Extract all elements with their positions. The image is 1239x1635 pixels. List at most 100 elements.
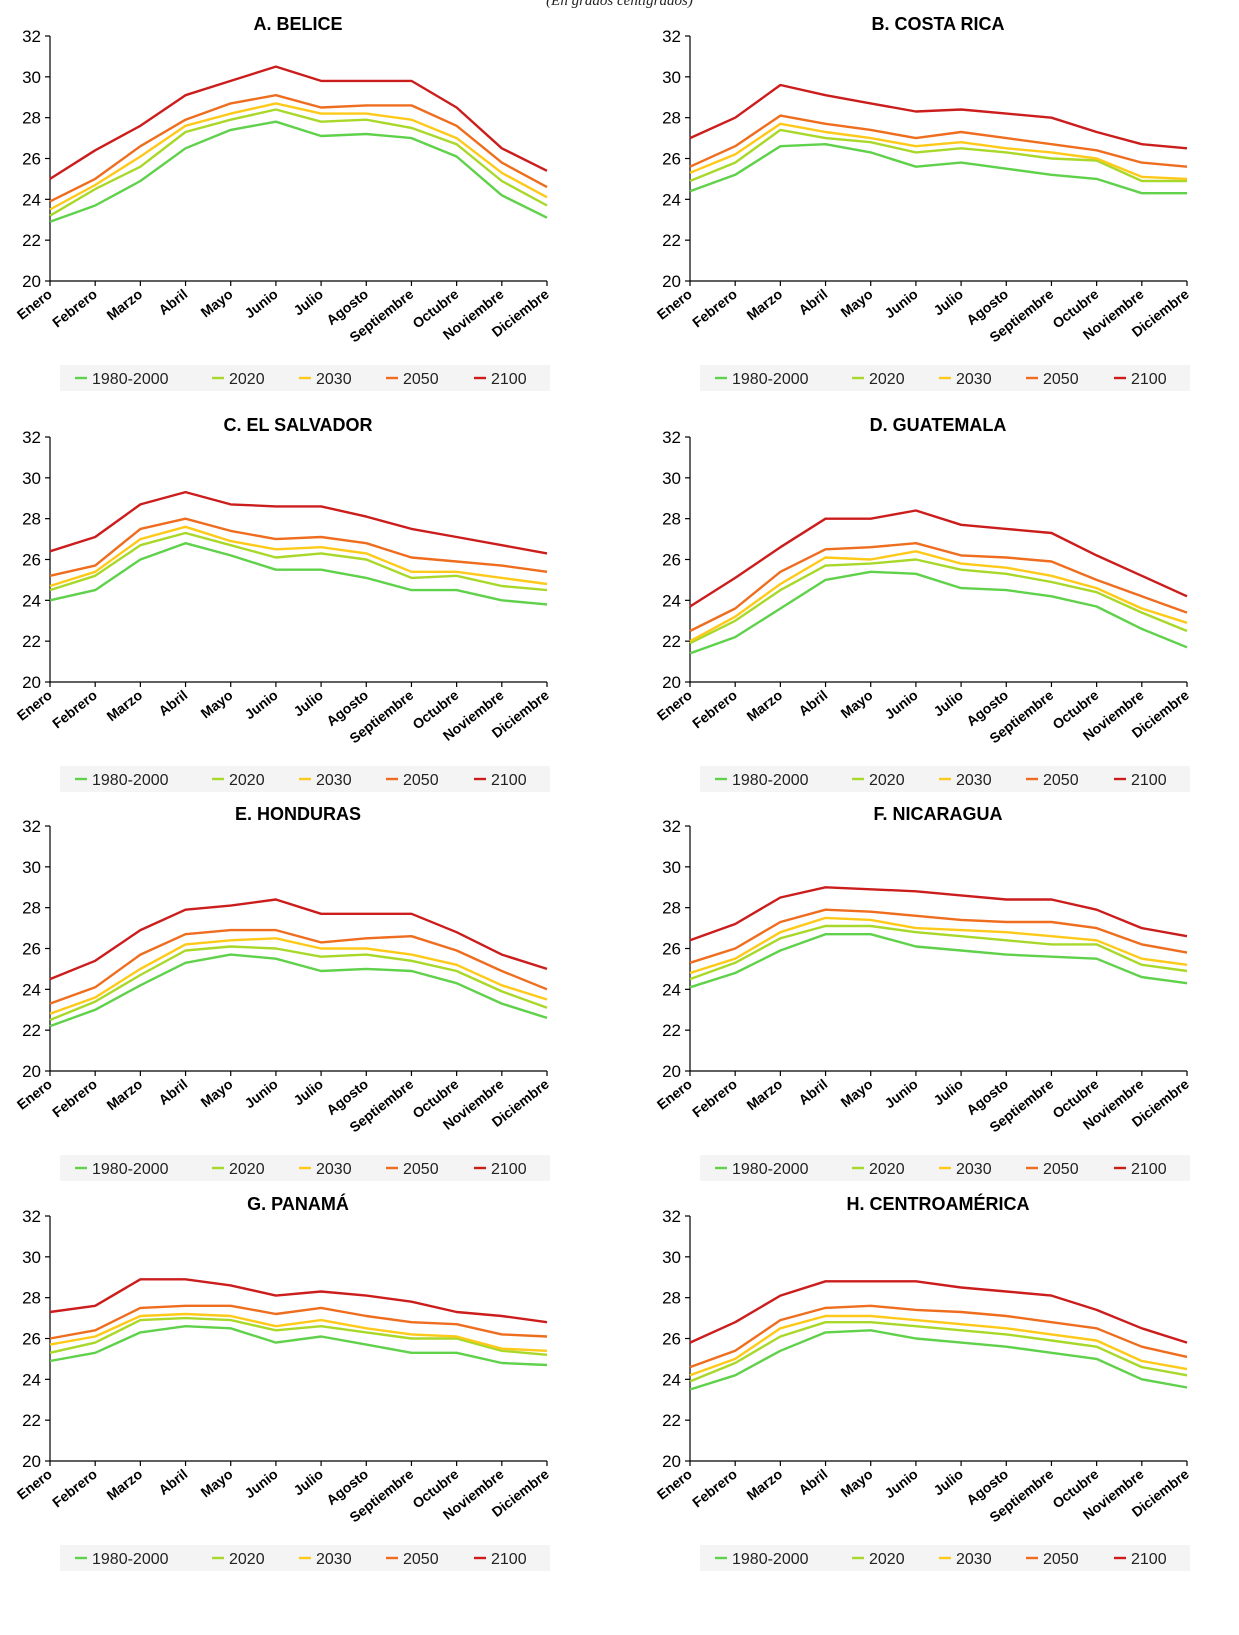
y-tick-label: 32 [22, 817, 41, 836]
series-line-2100 [689, 886, 1188, 942]
series-line-1980-2000 [689, 570, 1188, 655]
y-tick-label: 20 [662, 272, 681, 291]
series-line-1980-2000 [689, 142, 1187, 195]
y-tick-label: 26 [662, 1330, 681, 1349]
y-tick-label: 30 [22, 68, 41, 87]
x-tick-label: Junio [241, 1076, 280, 1112]
page-subtitle: (En grados centígrados) [546, 0, 693, 9]
legend-label: 1980-2000 [92, 772, 169, 789]
y-tick-label: 20 [22, 673, 41, 692]
chart-title: H. CENTROAMÉRICA [847, 1193, 1030, 1214]
series-line-2020 [689, 1320, 1188, 1383]
series-line-2030 [689, 1314, 1188, 1377]
chart-panel-h-centroamerica: H. CENTROAMÉRICA 20 22 24 26 28 30 32 Enero Febre… [640, 1180, 1200, 1580]
x-tick-label: Febrero [689, 286, 740, 331]
legend-label: 2020 [229, 1161, 265, 1178]
chart-title: C. EL SALVADOR [223, 415, 372, 435]
series-line-2030 [689, 550, 1188, 643]
y-tick-label: 20 [662, 673, 681, 692]
y-tick-label: 30 [22, 469, 41, 488]
y-tick-label: 22 [22, 231, 41, 250]
y-tick-label: 24 [662, 980, 681, 999]
x-tick-label: Julio [930, 687, 966, 720]
chart-panel-g-panama: G. PANAMÁ 20 22 24 26 28 30 32 Enero Febrero Marzo… [0, 1180, 560, 1580]
legend-label: 2020 [869, 772, 905, 789]
legend-label: 2050 [1043, 1161, 1079, 1178]
legend-label: 2020 [869, 371, 905, 388]
legend-label: 2020 [229, 1551, 265, 1568]
y-tick-label: 22 [22, 1021, 41, 1040]
chart-title: D. GUATEMALA [870, 415, 1007, 435]
y-tick-label: 24 [662, 190, 681, 209]
series-line-2020 [689, 128, 1187, 183]
chart-panel-a-belice: A. BELICE 20 22 24 26 28 30 32 Enero Febrero Marzo… [0, 0, 560, 400]
series-line-2030 [49, 525, 548, 588]
series-line-2100 [689, 509, 1188, 608]
y-tick-label: 24 [22, 190, 41, 209]
legend-label: 2030 [956, 1551, 992, 1568]
x-tick-label: Marzo [103, 286, 145, 324]
y-tick-label: 26 [662, 551, 681, 570]
chart-panel-d-guatemala: D. GUATEMALA 20 22 24 26 28 30 32 Enero Febrero Ma… [640, 401, 1200, 801]
y-tick-label: 32 [22, 1207, 41, 1226]
x-tick-label: Mayo [838, 1076, 876, 1111]
series-line-2050 [49, 928, 548, 1005]
x-tick-label: Junio [881, 1466, 920, 1502]
legend-label: 1980-2000 [92, 1161, 169, 1178]
x-tick-label: Julio [930, 1466, 966, 1499]
x-tick-label: Julio [290, 687, 326, 720]
x-tick-label: Marzo [103, 687, 145, 725]
legend-label: 2030 [316, 772, 352, 789]
x-tick-label: Mayo [198, 687, 236, 722]
x-tick-label: Mayo [838, 1466, 876, 1501]
x-tick-label: Julio [290, 1076, 326, 1109]
series-line-1980-2000 [49, 1324, 548, 1367]
y-tick-label: 28 [22, 1289, 41, 1308]
chart-panel-f-nicaragua: F. NICARAGUA 20 22 24 26 28 30 32 Enero Febrero Ma… [640, 790, 1200, 1190]
y-tick-label: 32 [662, 27, 681, 46]
y-tick-label: 30 [662, 469, 681, 488]
legend-label: 2050 [403, 772, 439, 789]
y-tick-label: 26 [22, 1330, 41, 1349]
y-tick-label: 32 [22, 27, 41, 46]
series-line-2100 [49, 65, 548, 180]
series-line-2100 [49, 1278, 548, 1324]
x-tick-label: Junio [241, 1466, 280, 1502]
y-tick-label: 26 [22, 150, 41, 169]
x-tick-label: Abril [795, 1076, 830, 1108]
legend-label: 2030 [316, 1161, 352, 1178]
x-tick-label: Marzo [743, 1076, 785, 1114]
y-tick-label: 26 [662, 940, 681, 959]
y-tick-label: 28 [22, 510, 41, 529]
x-tick-label: Marzo [743, 1466, 785, 1504]
legend: 1980-2000 2020 2030 2050 2100 [60, 365, 550, 391]
x-tick-label: Junio [241, 687, 280, 723]
series-line-2100 [49, 898, 548, 981]
x-tick-label: Mayo [838, 687, 876, 722]
series-line-2020 [689, 924, 1188, 981]
legend-label: 2050 [1043, 772, 1079, 789]
legend-label: 2050 [1043, 1551, 1079, 1568]
x-tick-label: Febrero [689, 1076, 740, 1121]
chart-panel-b-costa-rica: B. COSTA RICA 20 22 24 26 28 30 32 Enero Febrero M… [640, 0, 1200, 400]
x-tick-label: Marzo [103, 1076, 145, 1114]
x-tick-label: Febrero [49, 1466, 100, 1511]
series-line-2050 [689, 1304, 1188, 1369]
y-tick-label: 20 [22, 1062, 41, 1081]
y-tick-label: 32 [662, 1207, 681, 1226]
y-tick-label: 20 [22, 1452, 41, 1471]
legend-label: 1980-2000 [732, 1161, 809, 1178]
x-tick-label: Marzo [743, 687, 785, 725]
legend-label: 1980-2000 [732, 772, 809, 789]
y-tick-label: 28 [22, 899, 41, 918]
x-tick-label: Julio [290, 1466, 326, 1499]
y-tick-label: 30 [22, 1248, 41, 1267]
legend-label: 2020 [229, 371, 265, 388]
chart-title: G. PANAMÁ [247, 1193, 349, 1214]
series-line-2020 [49, 1316, 548, 1356]
x-tick-label: Junio [241, 286, 280, 322]
